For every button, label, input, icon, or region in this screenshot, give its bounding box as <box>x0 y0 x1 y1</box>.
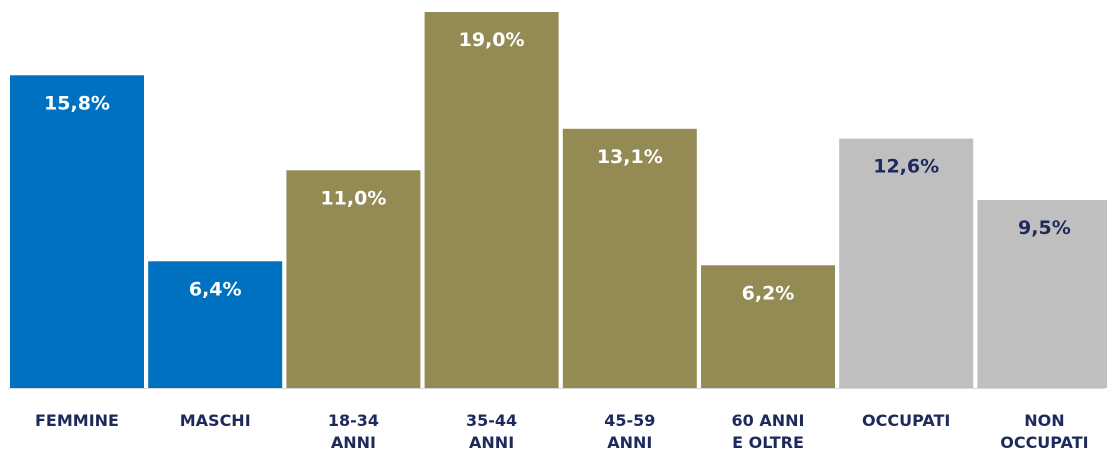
category-label-5: 60 ANNI E OLTRE <box>732 411 805 452</box>
bar-value-label-3: 19,0% <box>459 29 525 51</box>
category-label-line: NON <box>1024 411 1064 430</box>
bar-4 <box>562 128 697 389</box>
category-label-line: OCCUPATI <box>1000 433 1088 452</box>
category-label-line: MASCHI <box>180 411 251 430</box>
bar-value-label-1: 6,4% <box>189 278 242 300</box>
bar-0 <box>10 75 144 389</box>
category-label-line: OCCUPATI <box>862 411 950 430</box>
bar-value-label-0: 15,8% <box>44 92 110 114</box>
bar-value-label-7: 9,5% <box>1018 217 1071 239</box>
category-label-1: MASCHI <box>180 411 251 430</box>
category-label-line: E OLTRE <box>732 433 804 452</box>
category-label-line: ANNI <box>607 433 652 452</box>
category-label-7: NON OCCUPATI <box>1000 411 1088 452</box>
bar-value-label-4: 13,1% <box>597 146 663 168</box>
bar-6 <box>839 138 974 388</box>
bar-value-label-6: 12,6% <box>873 156 939 178</box>
category-label-line: 18-34 <box>328 411 379 430</box>
category-label-line: 60 ANNI <box>732 411 805 430</box>
category-label-line: 35-44 <box>466 411 517 430</box>
category-label-3: 35-44 ANNI <box>466 411 517 452</box>
bar-5 <box>701 265 835 388</box>
category-label-line: ANNI <box>331 433 376 452</box>
category-label-line: 45-59 <box>604 411 655 430</box>
bar-value-label-5: 6,2% <box>742 282 795 304</box>
category-label-2: 18-34 ANNI <box>328 411 379 452</box>
bar-2 <box>286 170 421 388</box>
category-label-0: FEMMINE <box>35 411 119 430</box>
category-label-6: OCCUPATI <box>862 411 950 430</box>
category-label-line: ANNI <box>469 433 514 452</box>
category-label-line: FEMMINE <box>35 411 119 430</box>
bar-7 <box>977 200 1107 388</box>
bar-1 <box>148 261 283 388</box>
bar-3 <box>424 12 559 388</box>
bar-value-label-2: 11,0% <box>320 187 386 209</box>
category-label-4: 45-59 ANNI <box>604 411 655 452</box>
